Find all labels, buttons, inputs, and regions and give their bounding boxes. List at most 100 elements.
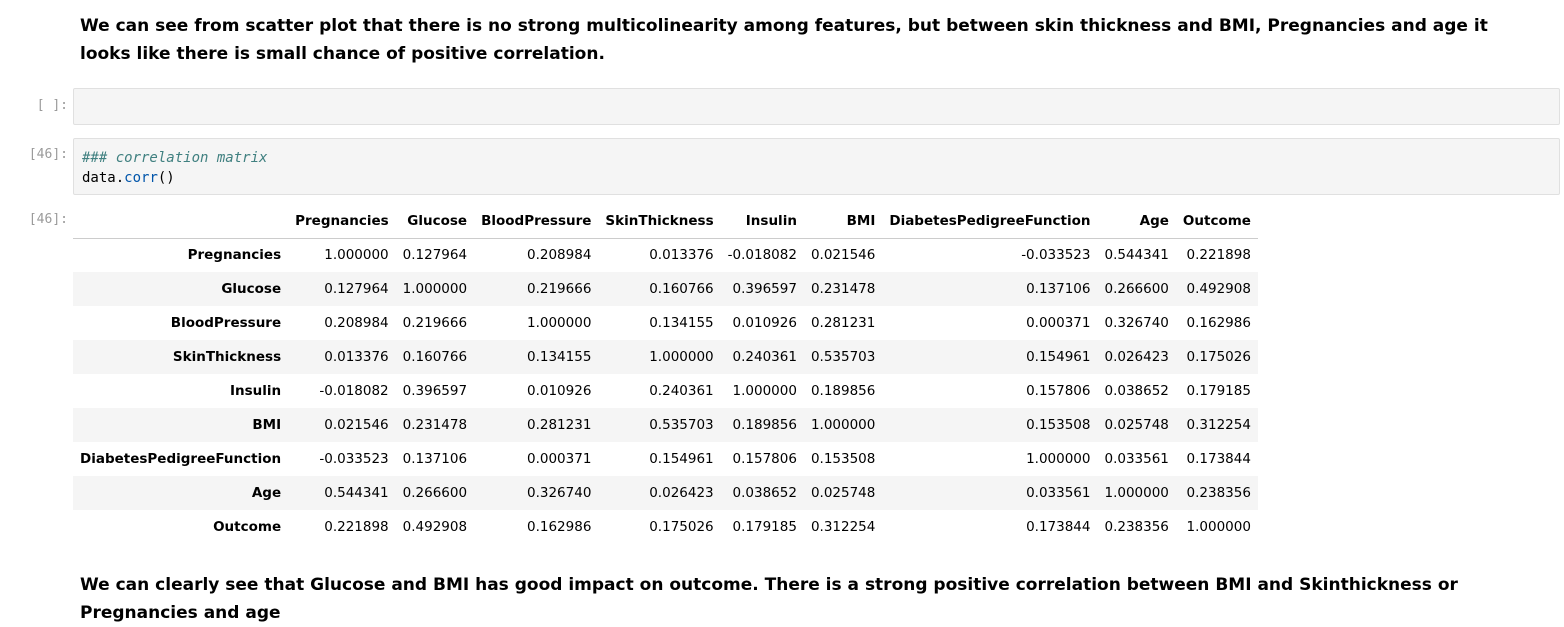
- column-header: Age: [1097, 204, 1176, 239]
- table-cell: 0.153508: [1026, 417, 1091, 433]
- table-cell: 0.492908: [402, 519, 468, 535]
- table-cell: 0.544341: [324, 485, 389, 501]
- table-cell: 0.326740: [527, 485, 592, 501]
- code-line-comment: ### correlation matrix: [82, 148, 1559, 168]
- column-header: SkinThickness: [598, 204, 721, 239]
- table-cell: 0.219666: [527, 281, 592, 297]
- row-index-label: DiabetesPedigreeFunction: [80, 451, 282, 467]
- empty-code-cell-input[interactable]: [73, 88, 1560, 125]
- table-cell: 0.266600: [402, 485, 468, 501]
- code-comment: ### correlation matrix: [82, 150, 268, 166]
- table-cell: 0.153508: [810, 451, 876, 467]
- table-cell: 1.000000: [527, 315, 592, 331]
- code-cell-input[interactable]: ### correlation matrix data.corr(): [73, 138, 1560, 195]
- row-index-label: Glucose: [221, 281, 282, 297]
- table-cell: 0.544341: [1104, 247, 1169, 264]
- table-cell: 0.396597: [732, 281, 797, 297]
- index-header: [73, 204, 289, 239]
- row-index-label: BloodPressure: [170, 315, 282, 331]
- table-cell: 0.134155: [527, 349, 592, 365]
- markdown-text-conclusion: We can clearly see that Glucose and BMI …: [80, 575, 1458, 623]
- table-cell: 0.013376: [324, 349, 389, 365]
- table-cell: 0.021546: [324, 417, 389, 433]
- table-cell: 0.312254: [810, 519, 876, 535]
- table-cell: 0.154961: [649, 451, 714, 467]
- table-cell: 0.238356: [1186, 485, 1251, 501]
- table-cell: 0.173844: [1026, 519, 1091, 535]
- table-cell: 0.219666: [402, 315, 468, 331]
- table-cell: 0.189856: [810, 383, 876, 399]
- row-index-label: SkinThickness: [172, 349, 282, 365]
- table-cell: -0.033523: [1021, 247, 1091, 264]
- table-row: Outcome 0.221898 0.492908 0.162986 0.175…: [73, 510, 1258, 544]
- table-cell: 1.000000: [1104, 485, 1169, 501]
- column-header: Glucose: [395, 204, 475, 239]
- table-cell: 1.000000: [649, 349, 714, 365]
- code-cell-prompt: [46]:: [28, 147, 68, 162]
- table-cell: 0.208984: [527, 247, 592, 264]
- table-cell: 0.013376: [649, 247, 714, 264]
- column-header: BloodPressure: [474, 204, 599, 239]
- table-cell: 0.025748: [1104, 417, 1169, 433]
- code-function: corr: [124, 170, 158, 186]
- table-cell: -0.018082: [319, 383, 389, 399]
- table-row: Age 0.544341 0.266600 0.326740 0.026423 …: [73, 476, 1258, 510]
- table-cell: 0.000371: [527, 451, 592, 467]
- table-cell: 0.127964: [324, 281, 389, 297]
- table-cell: 0.010926: [527, 383, 592, 399]
- table-cell: 0.160766: [649, 281, 714, 297]
- column-header: BMI: [803, 204, 883, 239]
- row-index-label: Insulin: [229, 383, 282, 399]
- table-cell: 0.162986: [1186, 315, 1251, 331]
- table-cell: 0.179185: [1186, 383, 1251, 399]
- table-cell: 0.154961: [1026, 349, 1091, 365]
- empty-cell-prompt: [ ]:: [36, 98, 68, 113]
- table-cell: -0.033523: [319, 451, 389, 467]
- table-cell: 0.208984: [324, 315, 389, 331]
- row-index-label: Age: [251, 485, 282, 501]
- code-line-call: data.corr(): [82, 168, 1559, 188]
- table-cell: 0.326740: [1104, 315, 1169, 331]
- table-row: Glucose 0.127964 1.000000 0.219666 0.160…: [73, 272, 1258, 306]
- table-cell: 0.231478: [402, 417, 468, 433]
- table-cell: 0.160766: [402, 349, 468, 365]
- code-parens: (): [157, 170, 175, 186]
- column-header: Pregnancies: [288, 204, 396, 239]
- table-cell: 0.173844: [1186, 451, 1251, 467]
- table-cell: 0.179185: [732, 519, 797, 535]
- table-cell: 0.026423: [649, 485, 714, 501]
- table-cell: 0.535703: [649, 417, 714, 433]
- column-header: Insulin: [720, 204, 804, 239]
- table-cell: 0.266600: [1104, 281, 1169, 297]
- column-header: Outcome: [1175, 204, 1258, 239]
- table-cell: 0.221898: [1186, 247, 1251, 264]
- table-cell: 0.000371: [1026, 315, 1091, 331]
- table-row: Insulin -0.018082 0.396597 0.010926 0.24…: [73, 374, 1258, 408]
- table-row: BloodPressure 0.208984 0.219666 1.000000…: [73, 306, 1258, 340]
- table-cell: 1.000000: [402, 281, 468, 297]
- correlation-matrix-table: Pregnancies Glucose BloodPressure SkinTh…: [73, 204, 1258, 544]
- table-cell: 0.127964: [402, 247, 468, 264]
- table-cell: 0.281231: [527, 417, 592, 433]
- table-cell: 1.000000: [1186, 519, 1251, 535]
- table-row: DiabetesPedigreeFunction -0.033523 0.137…: [73, 442, 1258, 476]
- table-cell: 0.281231: [810, 315, 876, 331]
- table-cell: 0.038652: [1104, 383, 1169, 399]
- output-prompt: [46]:: [28, 212, 68, 227]
- table-cell: 0.033561: [1104, 451, 1169, 467]
- table-cell: 0.189856: [732, 417, 797, 433]
- table-cell: 0.134155: [649, 315, 714, 331]
- table-cell: 0.492908: [1186, 281, 1251, 297]
- table-cell: 1.000000: [324, 247, 389, 264]
- table-cell: 0.231478: [810, 281, 876, 297]
- table-cell: 0.175026: [1186, 349, 1251, 365]
- table-cell: 0.535703: [810, 349, 876, 365]
- markdown-text-scatter-observation: We can see from scatter plot that there …: [80, 16, 1488, 64]
- table-row: SkinThickness 0.013376 0.160766 0.134155…: [73, 340, 1258, 374]
- row-index-label: Pregnancies: [187, 247, 282, 264]
- table-cell: 0.038652: [732, 485, 797, 501]
- table-cell: 0.157806: [732, 451, 797, 467]
- table-cell: 0.157806: [1026, 383, 1091, 399]
- table-cell: 0.021546: [810, 247, 876, 264]
- column-header: DiabetesPedigreeFunction: [882, 204, 1098, 239]
